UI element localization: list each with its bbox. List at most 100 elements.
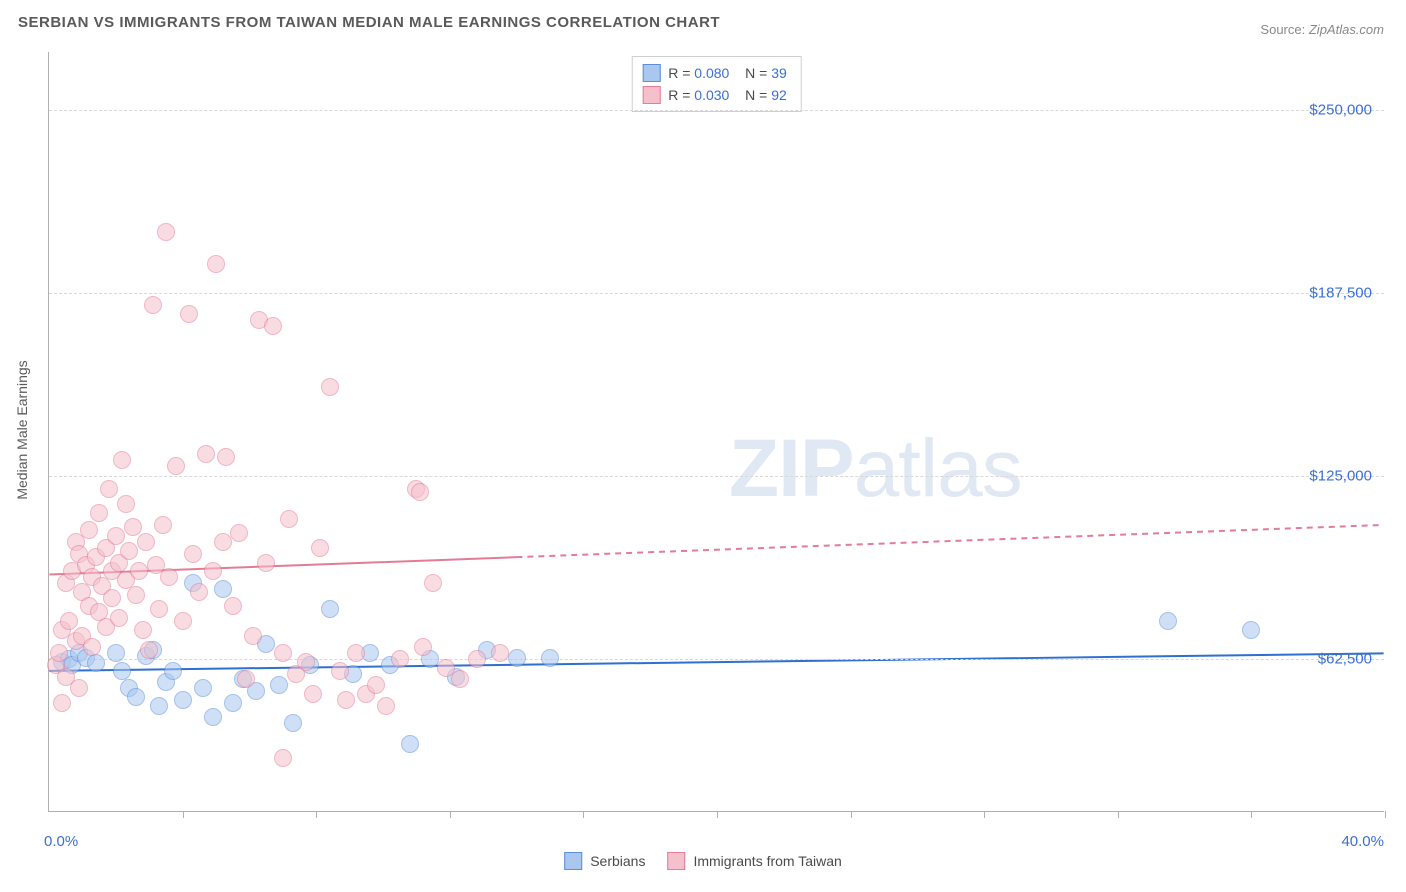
gridline [49,293,1384,294]
scatter-point [414,638,432,656]
stat-r-label: R = 0.030 [668,84,729,106]
scatter-point [377,697,395,715]
scatter-point [137,533,155,551]
scatter-point [167,457,185,475]
scatter-point [100,480,118,498]
scatter-point [117,495,135,513]
x-axis-max-label: 40.0% [1341,833,1384,850]
scatter-point [237,670,255,688]
legend-swatch [564,852,582,870]
source-label: Source: [1260,22,1305,37]
y-tick-label: $250,000 [1309,102,1372,119]
scatter-point [90,504,108,522]
scatter-point [321,378,339,396]
watermark: ZIPatlas [729,422,1022,516]
stat-row: R = 0.030 N = 92 [642,84,787,106]
scatter-point [1242,621,1260,639]
scatter-point [144,296,162,314]
plot-area: ZIPatlas R = 0.080 N = 39R = 0.030 N = 9… [48,52,1384,812]
scatter-point [284,714,302,732]
scatter-point [113,662,131,680]
scatter-point [107,527,125,545]
legend-label: Immigrants from Taiwan [693,853,841,869]
y-tick-label: $125,000 [1309,467,1372,484]
legend-label: Serbians [590,853,645,869]
x-tick [1118,811,1119,818]
scatter-point [321,600,339,618]
scatter-point [83,638,101,656]
scatter-point [154,516,172,534]
scatter-point [127,586,145,604]
scatter-point [401,735,419,753]
scatter-point [197,445,215,463]
scatter-point [244,627,262,645]
scatter-point [164,662,182,680]
gridline [49,110,1384,111]
scatter-point [297,653,315,671]
scatter-point [270,676,288,694]
scatter-point [120,542,138,560]
y-tick-label: $187,500 [1309,285,1372,302]
scatter-point [347,644,365,662]
series-legend: Serbians Immigrants from Taiwan [564,852,842,870]
scatter-point [157,223,175,241]
scatter-point [60,612,78,630]
gridline [49,659,1384,660]
scatter-point [411,483,429,501]
scatter-point [190,583,208,601]
scatter-point [207,255,225,273]
scatter-point [127,688,145,706]
stat-r-label: R = 0.080 [668,62,729,84]
scatter-point [53,694,71,712]
legend-item: Serbians [564,852,645,870]
source-attribution: Source: ZipAtlas.com [1260,22,1384,37]
scatter-point [204,708,222,726]
scatter-point [87,654,105,672]
scatter-point [1159,612,1177,630]
x-tick [984,811,985,818]
scatter-point [468,650,486,668]
scatter-point [194,679,212,697]
scatter-point [107,644,125,662]
stat-legend: R = 0.080 N = 39R = 0.030 N = 92 [631,56,802,112]
scatter-point [160,568,178,586]
scatter-point [214,580,232,598]
scatter-point [257,554,275,572]
scatter-point [224,694,242,712]
scatter-point [150,697,168,715]
scatter-point [391,650,409,668]
scatter-point [451,670,469,688]
stat-n-label: N = 92 [737,84,786,106]
y-axis-title: Median Male Earnings [14,360,30,499]
scatter-point [311,539,329,557]
scatter-point [224,597,242,615]
scatter-point [264,317,282,335]
chart-title: SERBIAN VS IMMIGRANTS FROM TAIWAN MEDIAN… [18,14,720,31]
scatter-point [103,589,121,607]
x-tick [851,811,852,818]
scatter-point [217,448,235,466]
x-tick [583,811,584,818]
x-tick [450,811,451,818]
scatter-point [174,612,192,630]
x-tick [316,811,317,818]
scatter-point [337,691,355,709]
scatter-point [230,524,248,542]
scatter-point [174,691,192,709]
x-tick [1251,811,1252,818]
legend-swatch [667,852,685,870]
scatter-point [331,662,349,680]
scatter-point [508,649,526,667]
legend-swatch [642,86,660,104]
scatter-point [367,676,385,694]
scatter-point [140,641,158,659]
stat-n-label: N = 39 [737,62,786,84]
scatter-point [184,545,202,563]
scatter-point [491,644,509,662]
y-tick-label: $62,500 [1318,650,1372,667]
scatter-point [274,749,292,767]
x-tick [183,811,184,818]
scatter-point [424,574,442,592]
stat-row: R = 0.080 N = 39 [642,62,787,84]
scatter-point [70,679,88,697]
